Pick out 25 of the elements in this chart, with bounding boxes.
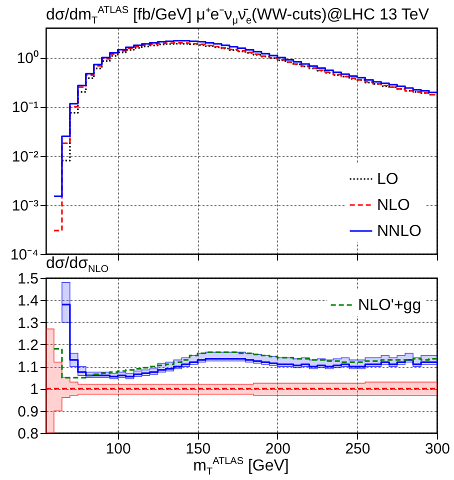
legend-label: NNLO — [377, 223, 422, 240]
x-axis-title: m$_{T}$$^{ATLAS}$ [GeV] — [193, 456, 289, 478]
y-tick-label: 1.1 — [18, 359, 38, 376]
legend-label: LO — [377, 171, 398, 188]
y-tick-label: 10⁻¹ — [12, 99, 38, 116]
x-tick-label: 200 — [265, 440, 290, 458]
legend-label: NLO'+gg — [358, 297, 422, 314]
y-tick-label: 10⁻² — [12, 148, 38, 166]
x-tick-label: 300 — [424, 440, 450, 458]
y-axis-title: dσ/dσ$_{NLO}$ — [46, 255, 109, 276]
y-tick-label: 0.8 — [18, 426, 38, 442]
x-tick-label: 250 — [345, 440, 370, 458]
x-tick-label: 150 — [186, 440, 211, 458]
x-tick-label: 100 — [106, 440, 131, 458]
y-tick-label: 0.9 — [18, 403, 38, 420]
y-tick-label: 1 — [30, 381, 38, 398]
legend-label: NLO — [377, 197, 410, 214]
y-tick-label: 1.5 — [18, 270, 38, 288]
y-tick-label: 10⁰ — [16, 50, 38, 68]
y-tick-label: 10⁻³ — [12, 197, 38, 214]
y-tick-label: 1.3 — [18, 314, 38, 332]
y-tick-label: 1.4 — [18, 292, 38, 310]
y-tick-label: 1.2 — [18, 336, 38, 354]
chart-title: dσ/dm$_{T}$$^{ATLAS}$ [fb/GeV] μ⁺e⁻ν$_{μ}$ν̄$_{e}$(WW-cuts)@LHC 13 TeV — [46, 5, 429, 27]
y-tick-label: 10⁻⁴ — [10, 246, 38, 264]
